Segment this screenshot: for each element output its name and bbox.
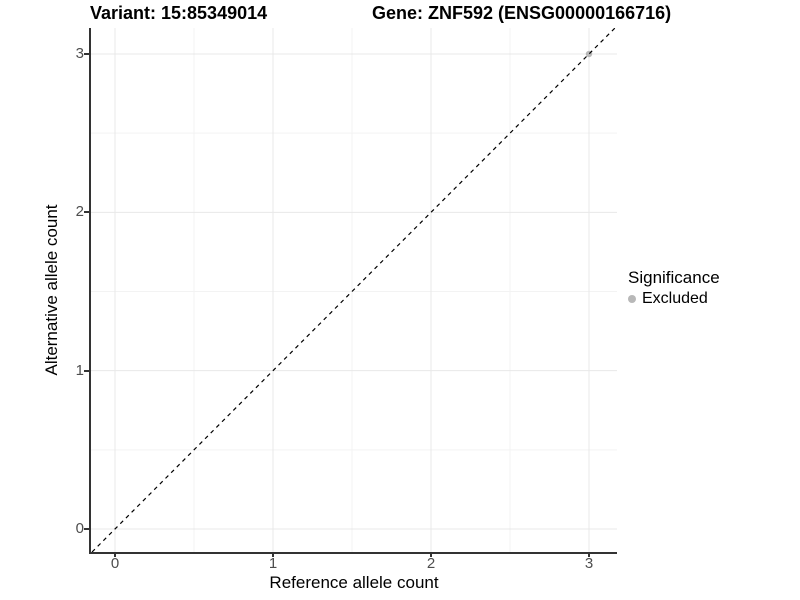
- plot-panel: [89, 28, 617, 554]
- y-tick-label: 3: [75, 44, 84, 62]
- y-tick-label: 2: [75, 203, 84, 221]
- x-tick-label: 0: [110, 555, 120, 572]
- legend-item-excluded: Excluded: [628, 290, 720, 308]
- legend-title: Significance: [628, 268, 720, 287]
- legend-item-label: Excluded: [642, 290, 708, 307]
- point-key-icon: [628, 295, 636, 303]
- y-tick-mark: [84, 211, 89, 214]
- x-tick-label: 2: [426, 555, 436, 572]
- plot-canvas: [91, 28, 617, 552]
- variant-title: Variant: 15:85349014: [90, 3, 268, 23]
- y-tick-mark: [84, 369, 89, 372]
- x-axis-title: Reference allele count: [269, 573, 439, 592]
- x-tick-label: 3: [584, 555, 594, 572]
- gene-title: Gene: ZNF592 (ENSG00000166716): [372, 3, 672, 23]
- y-tick-label: 0: [75, 519, 84, 537]
- x-tick-label: 1: [268, 555, 278, 572]
- legend: Significance Excluded: [628, 268, 720, 308]
- y-axis-title: Alternative allele count: [42, 204, 61, 376]
- y-tick-mark: [84, 528, 89, 530]
- x-tick-mark: [588, 552, 590, 557]
- x-tick-mark: [272, 552, 274, 557]
- x-tick-mark: [114, 552, 116, 557]
- x-tick-mark: [430, 552, 432, 557]
- y-tick-label: 1: [75, 361, 84, 379]
- y-tick-mark: [84, 53, 89, 55]
